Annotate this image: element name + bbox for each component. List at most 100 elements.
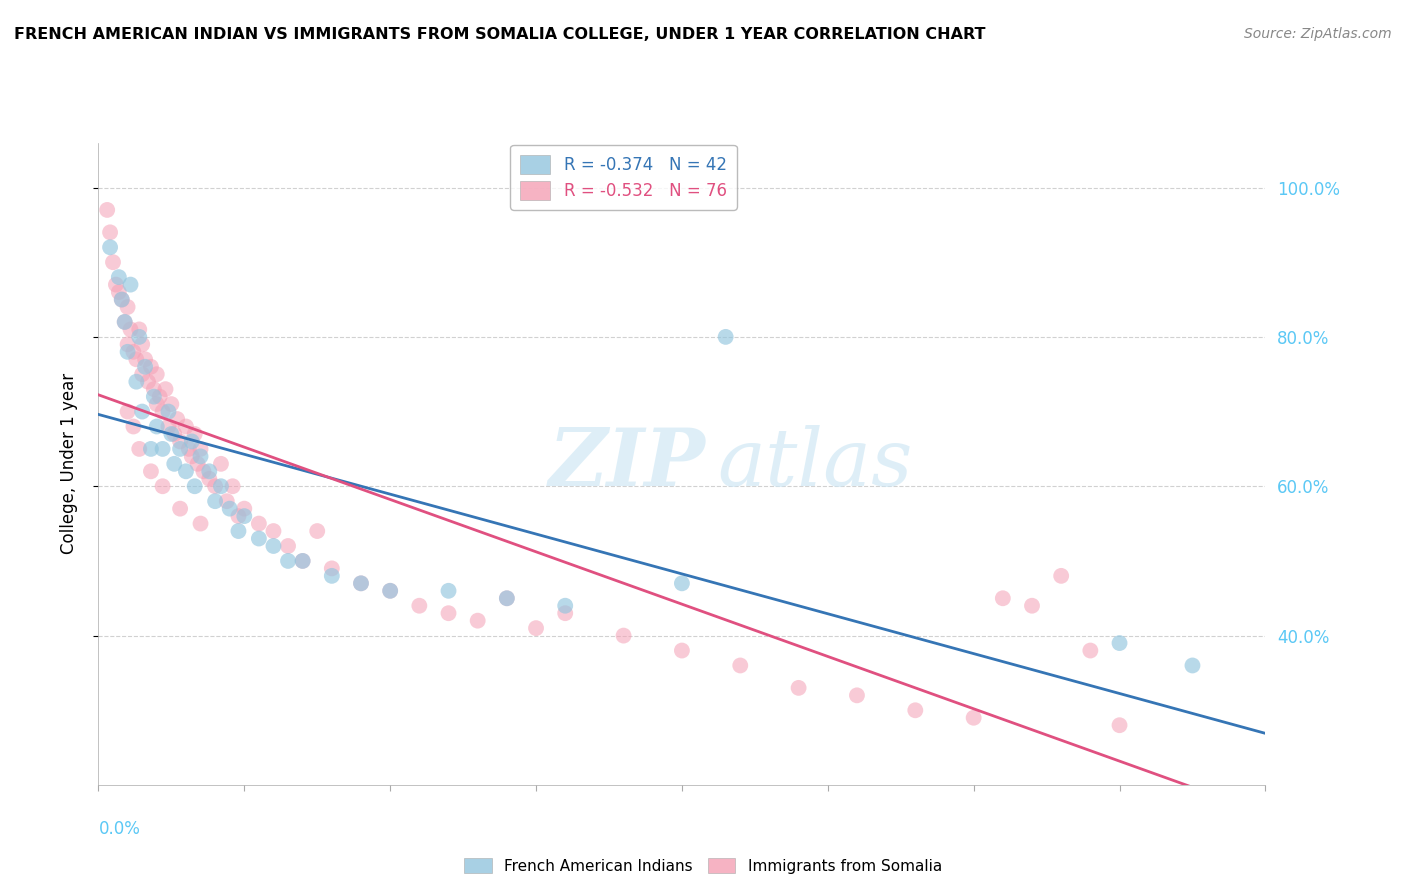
Point	[190, 450, 212, 464]
Text: Source: ZipAtlas.com: Source: ZipAtlas.com	[1244, 27, 1392, 41]
Point	[101, 255, 124, 269]
Point	[180, 434, 202, 449]
Point	[209, 479, 232, 493]
Text: atlas: atlas	[717, 425, 912, 502]
Point	[183, 427, 205, 442]
Point	[554, 599, 576, 613]
Point	[149, 390, 172, 404]
Point	[180, 450, 202, 464]
Point	[198, 472, 221, 486]
Point	[155, 382, 177, 396]
Point	[183, 479, 205, 493]
Point	[193, 464, 215, 478]
Point	[321, 569, 343, 583]
Point	[142, 382, 165, 396]
Point	[174, 464, 197, 478]
Point	[321, 561, 343, 575]
Point	[378, 583, 402, 598]
Point	[291, 554, 314, 568]
Point	[136, 375, 159, 389]
Point	[233, 509, 256, 524]
Point	[247, 516, 270, 531]
Point	[714, 330, 737, 344]
Point	[215, 494, 238, 508]
Point	[122, 344, 145, 359]
Point	[160, 427, 183, 442]
Point	[845, 689, 868, 703]
Point	[1108, 718, 1130, 732]
Point	[190, 516, 212, 531]
Point	[209, 457, 232, 471]
Point	[904, 703, 927, 717]
Point	[125, 375, 148, 389]
Point	[262, 524, 284, 538]
Point	[350, 576, 373, 591]
Point	[108, 285, 131, 299]
Point	[524, 621, 547, 635]
Point	[228, 509, 250, 524]
Point	[277, 554, 299, 568]
Point	[111, 293, 134, 307]
Point	[166, 412, 188, 426]
Point	[98, 240, 121, 254]
Point	[1050, 569, 1073, 583]
Point	[157, 419, 180, 434]
Point	[146, 397, 169, 411]
Point	[98, 225, 121, 239]
Point	[204, 494, 226, 508]
Text: ZIP: ZIP	[548, 425, 706, 502]
Legend: French American Indians, Immigrants from Somalia: French American Indians, Immigrants from…	[458, 852, 948, 880]
Point	[139, 464, 162, 478]
Point	[262, 539, 284, 553]
Point	[152, 479, 174, 493]
Point	[142, 390, 165, 404]
Point	[131, 337, 153, 351]
Point	[160, 397, 183, 411]
Point	[1181, 658, 1204, 673]
Point	[1021, 599, 1043, 613]
Point	[671, 643, 693, 657]
Point	[728, 658, 751, 673]
Point	[117, 344, 139, 359]
Point	[991, 591, 1014, 606]
Point	[177, 442, 200, 456]
Point	[495, 591, 517, 606]
Point	[169, 442, 191, 456]
Point	[204, 479, 226, 493]
Point	[157, 404, 180, 418]
Point	[233, 501, 256, 516]
Point	[122, 419, 145, 434]
Point	[671, 576, 693, 591]
Point	[131, 368, 153, 382]
Point	[108, 270, 131, 285]
Point	[247, 532, 270, 546]
Point	[117, 337, 139, 351]
Point	[962, 711, 984, 725]
Point	[277, 539, 299, 553]
Point	[152, 404, 174, 418]
Point	[437, 583, 460, 598]
Point	[787, 681, 810, 695]
Point	[163, 427, 186, 442]
Point	[467, 614, 489, 628]
Point	[169, 501, 191, 516]
Point	[117, 300, 139, 314]
Text: FRENCH AMERICAN INDIAN VS IMMIGRANTS FROM SOMALIA COLLEGE, UNDER 1 YEAR CORRELAT: FRENCH AMERICAN INDIAN VS IMMIGRANTS FRO…	[14, 27, 986, 42]
Point	[495, 591, 517, 606]
Point	[152, 442, 174, 456]
Point	[125, 352, 148, 367]
Point	[117, 404, 139, 418]
Point	[114, 315, 136, 329]
Point	[350, 576, 373, 591]
Point	[218, 501, 240, 516]
Point	[111, 293, 134, 307]
Point	[139, 359, 162, 374]
Point	[163, 457, 186, 471]
Point	[139, 442, 162, 456]
Point	[612, 629, 634, 643]
Point	[169, 434, 191, 449]
Point	[221, 479, 243, 493]
Point	[408, 599, 430, 613]
Point	[198, 464, 221, 478]
Text: 0.0%: 0.0%	[98, 821, 141, 838]
